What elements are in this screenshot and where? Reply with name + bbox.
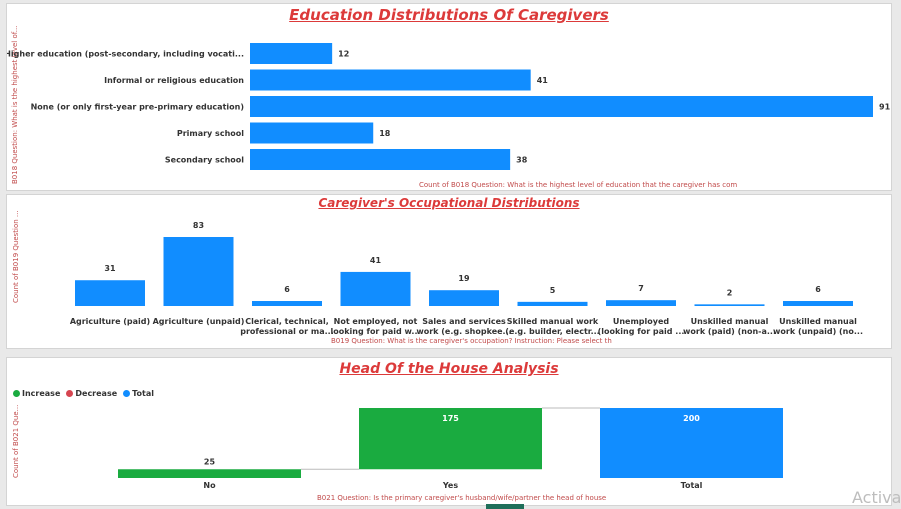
education-category-label: Primary school xyxy=(177,129,244,138)
occupation-category-label: work (unpaid) (no... xyxy=(773,327,863,336)
education-category-label: Secondary school xyxy=(165,156,244,165)
occupation-data-label: 6 xyxy=(284,285,290,294)
occupation-category-label: Skilled manual work xyxy=(507,317,599,326)
waterfall-legend: Increase Decrease Total xyxy=(13,389,154,398)
education-data-label: 41 xyxy=(537,76,549,85)
activation-watermark: Activa xyxy=(852,488,901,507)
legend-label-decrease: Decrease xyxy=(75,389,118,398)
occupation-category-label: Unskilled manual xyxy=(691,317,769,326)
occupation-data-label: 83 xyxy=(193,221,204,230)
waterfall-data-label: 175 xyxy=(442,414,459,423)
education-data-label: 91 xyxy=(879,103,891,112)
education-data-label: 12 xyxy=(338,50,349,59)
occupation-category-label: Clerical, technical, xyxy=(245,317,328,326)
occupation-bar-chart: 31 Agriculture (paid) 83 Agriculture (unpai… xyxy=(70,221,863,336)
decrease-dot-icon xyxy=(66,390,74,397)
legend-label-total: Total xyxy=(132,389,154,398)
head-of-house-chart-panel: Head Of the House Analysis Increase Decr… xyxy=(6,357,892,506)
waterfall-bar xyxy=(359,408,542,470)
occupation-bar xyxy=(606,300,676,306)
occupation-bar xyxy=(783,301,853,306)
waterfall-category-label: Total xyxy=(681,481,703,490)
waterfall-category-label: No xyxy=(203,481,216,490)
occupation-bar xyxy=(75,280,145,306)
occupation-category-label: (e.g. builder, electr... xyxy=(505,327,599,336)
occupation-category-label: work (e.g. shopkee... xyxy=(416,327,511,336)
occupation-category-label: Agriculture (paid) xyxy=(70,317,150,326)
occupation-category-label: Unskilled manual xyxy=(779,317,857,326)
legend-item-total[interactable]: Total xyxy=(123,389,154,398)
occupation-bar xyxy=(694,304,765,306)
education-category-label: Higher education (post-secondary, includ… xyxy=(7,50,244,59)
education-bar xyxy=(250,149,511,170)
education-bar-chart: Higher education (post-secondary, includ… xyxy=(7,43,891,170)
occupation-data-label: 6 xyxy=(815,285,821,294)
education-category-label: Informal or religious education xyxy=(104,76,244,85)
education-bar xyxy=(250,122,374,144)
occupation-category-label: looking for paid w... xyxy=(330,327,420,336)
occupation-bar xyxy=(429,290,499,306)
occupation-chart-panel: Caregiver's Occupational Distributions C… xyxy=(6,194,892,349)
occupation-bar xyxy=(340,271,411,306)
education-bar xyxy=(250,69,531,91)
occupation-category-label: professional or ma... xyxy=(240,327,334,336)
waterfall-data-label: 25 xyxy=(204,457,216,466)
occupation-data-label: 41 xyxy=(370,256,382,265)
occupation-category-label: (looking for paid ... xyxy=(598,327,685,336)
occupation-category-label: Sales and services xyxy=(422,317,506,326)
total-dot-icon xyxy=(123,390,131,397)
education-category-label: None (or only first-year pre-primary edu… xyxy=(31,103,244,112)
occupation-bar xyxy=(252,301,322,306)
legend-item-decrease[interactable]: Decrease xyxy=(66,389,117,398)
occupation-category-label: Agriculture (unpaid) xyxy=(153,317,245,326)
occupation-data-label: 7 xyxy=(638,284,644,293)
education-data-label: 38 xyxy=(516,156,528,165)
legend-label-increase: Increase xyxy=(22,389,61,398)
taskbar-active-tab[interactable] xyxy=(486,504,524,509)
education-chart-title: Education Distributions Of Caregivers xyxy=(289,6,609,24)
head-of-house-chart-title: Head Of the House Analysis xyxy=(339,361,559,377)
increase-dot-icon xyxy=(13,390,20,397)
waterfall-data-label: 200 xyxy=(683,414,700,423)
waterfall-bar xyxy=(118,469,301,478)
head-of-house-x-axis-title: B021 Question: Is the primary caregiver'… xyxy=(317,494,607,502)
occupation-x-axis-title: B019 Question: What is the caregiver's o… xyxy=(331,337,612,345)
occupation-data-label: 31 xyxy=(104,264,116,273)
education-bar xyxy=(250,43,333,64)
occupation-data-label: 5 xyxy=(550,286,556,295)
occupation-chart-title: Caregiver's Occupational Distributions xyxy=(318,196,580,210)
education-data-label: 18 xyxy=(379,129,391,138)
waterfall-category-label: Yes xyxy=(442,481,458,490)
occupation-category-label: Not employed, not xyxy=(334,317,418,326)
education-bar xyxy=(250,96,873,117)
education-x-axis-title: Count of B018 Question: What is the high… xyxy=(419,181,738,189)
waterfall-bar xyxy=(600,408,783,478)
occupation-category-label: work (paid) (non-a... xyxy=(683,327,776,336)
occupation-category-label: Unemployed xyxy=(613,317,670,326)
education-chart-panel: Education Distributions Of Caregivers B0… xyxy=(6,3,892,191)
occupation-bar xyxy=(517,301,588,306)
occupation-bar xyxy=(163,237,234,306)
legend-item-increase[interactable]: Increase xyxy=(13,389,60,398)
head-of-house-waterfall-chart: 25 No 175 Yes 200 Total xyxy=(118,407,783,490)
occupation-data-label: 2 xyxy=(727,288,733,297)
occupation-data-label: 19 xyxy=(458,274,470,283)
